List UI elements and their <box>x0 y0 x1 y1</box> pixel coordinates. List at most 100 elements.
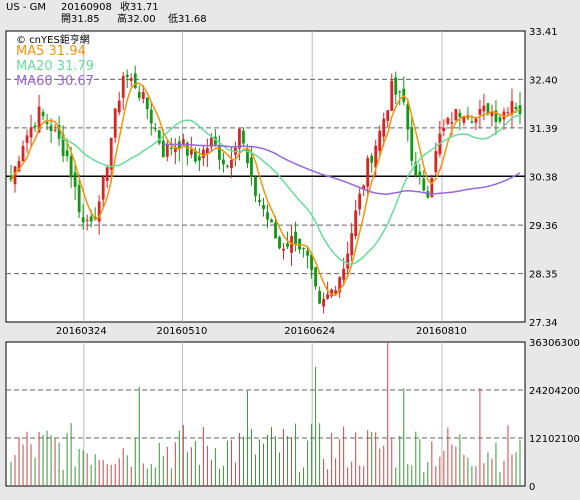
candle-body <box>430 177 434 198</box>
candle-body <box>490 111 494 117</box>
candle-body <box>310 254 313 270</box>
candle-body <box>322 298 326 307</box>
candle-body <box>378 130 382 151</box>
candle-body <box>458 112 462 117</box>
candle-body <box>69 156 73 178</box>
candle-body <box>13 166 17 185</box>
candle-body <box>482 105 486 112</box>
candle-body <box>49 125 53 131</box>
candle-body <box>330 289 334 297</box>
y-tick-label: 29.36 <box>529 221 558 232</box>
y-tick-label: 32.40 <box>529 75 558 86</box>
candle-body <box>434 151 438 173</box>
candle-body <box>101 177 105 200</box>
candle-body <box>354 210 358 236</box>
candle-body <box>246 148 249 164</box>
legend-ma5: MA5 31.94 <box>16 44 86 59</box>
candle-body <box>121 75 125 98</box>
candle-body <box>254 176 257 196</box>
symbol-label: US - GM <box>6 2 47 13</box>
candle-body <box>238 128 241 149</box>
x-tick-label: 20160810 <box>416 326 467 337</box>
candle-body <box>53 129 57 131</box>
candle-body <box>326 294 330 299</box>
high-value: 32.00 <box>127 14 156 25</box>
candle-body <box>105 167 109 181</box>
candle-body <box>222 159 225 165</box>
candle-body <box>318 290 322 304</box>
candle-body <box>446 117 450 124</box>
x-tick-label: 20160510 <box>156 326 207 337</box>
candle-body <box>414 162 418 176</box>
candle-body <box>209 137 213 147</box>
candle-body <box>374 145 378 168</box>
candle-body <box>181 139 185 146</box>
candle-body <box>153 128 157 130</box>
candle-body <box>470 121 474 123</box>
candle-body <box>314 267 318 287</box>
candle-body <box>197 156 201 161</box>
candle-body <box>274 222 277 239</box>
y-tick-label: 31.39 <box>529 124 558 135</box>
candle-body <box>462 115 466 123</box>
candle-body <box>141 92 145 99</box>
x-tick-label: 20160624 <box>284 326 335 337</box>
candle-body <box>61 134 65 157</box>
low-value: 31.68 <box>178 14 207 25</box>
candle-body <box>406 104 410 130</box>
legend-ma20-value: 31.79 <box>56 59 95 74</box>
candle-body <box>442 127 446 131</box>
candle-body <box>169 147 173 150</box>
copyright-icon: © <box>16 35 26 46</box>
candle-body <box>410 127 414 161</box>
candle-body <box>250 157 253 178</box>
volume-panel <box>5 341 526 487</box>
close-value: 31.71 <box>130 2 159 13</box>
candle-body <box>278 237 281 249</box>
candle-body <box>366 158 370 187</box>
date-label: 20160908 <box>61 2 112 13</box>
close-label: 收 <box>120 2 130 13</box>
candle-body <box>193 151 197 162</box>
legend-ma20-name: MA20 <box>16 59 53 74</box>
candle-body <box>226 165 229 167</box>
y-tick-label: 27.34 <box>529 318 558 329</box>
candle-body <box>298 238 301 250</box>
candle-body <box>362 185 366 190</box>
candle-body <box>270 219 273 223</box>
close-readout: 收31.71 <box>120 2 159 14</box>
candle-body <box>422 178 426 191</box>
ma-line-ma5 <box>10 82 521 297</box>
candle-body <box>125 74 129 77</box>
ma-line-ma20 <box>58 114 521 265</box>
candle-body <box>165 144 169 157</box>
legend-ma5-name: MA5 <box>16 44 45 59</box>
candle-body <box>25 135 29 143</box>
candle-body <box>205 148 209 155</box>
candle-body <box>129 78 133 81</box>
candle-body <box>189 149 193 155</box>
candle-body <box>73 172 77 187</box>
candle-body <box>133 73 137 88</box>
legend-ma5-value: 31.94 <box>48 44 86 59</box>
candle-body <box>37 106 41 133</box>
candle-body <box>282 248 285 251</box>
candle-body <box>262 204 265 209</box>
candle-body <box>370 155 374 163</box>
candle-body <box>294 231 297 244</box>
candle-body <box>498 117 502 122</box>
ma-line-ma60 <box>163 143 521 195</box>
legend-ma60-value: 30.67 <box>56 74 95 89</box>
volume-tick-label: 12102100 <box>529 434 580 445</box>
candle-body <box>258 199 261 202</box>
y-tick-label: 28.35 <box>529 270 558 281</box>
candle-body <box>149 109 153 124</box>
y-tick-label: 33.41 <box>529 27 558 38</box>
candle-body <box>77 185 81 213</box>
candle-body <box>518 105 522 115</box>
candle-body <box>418 171 422 177</box>
candle-body <box>89 216 93 222</box>
open-label: 開 <box>61 14 71 25</box>
